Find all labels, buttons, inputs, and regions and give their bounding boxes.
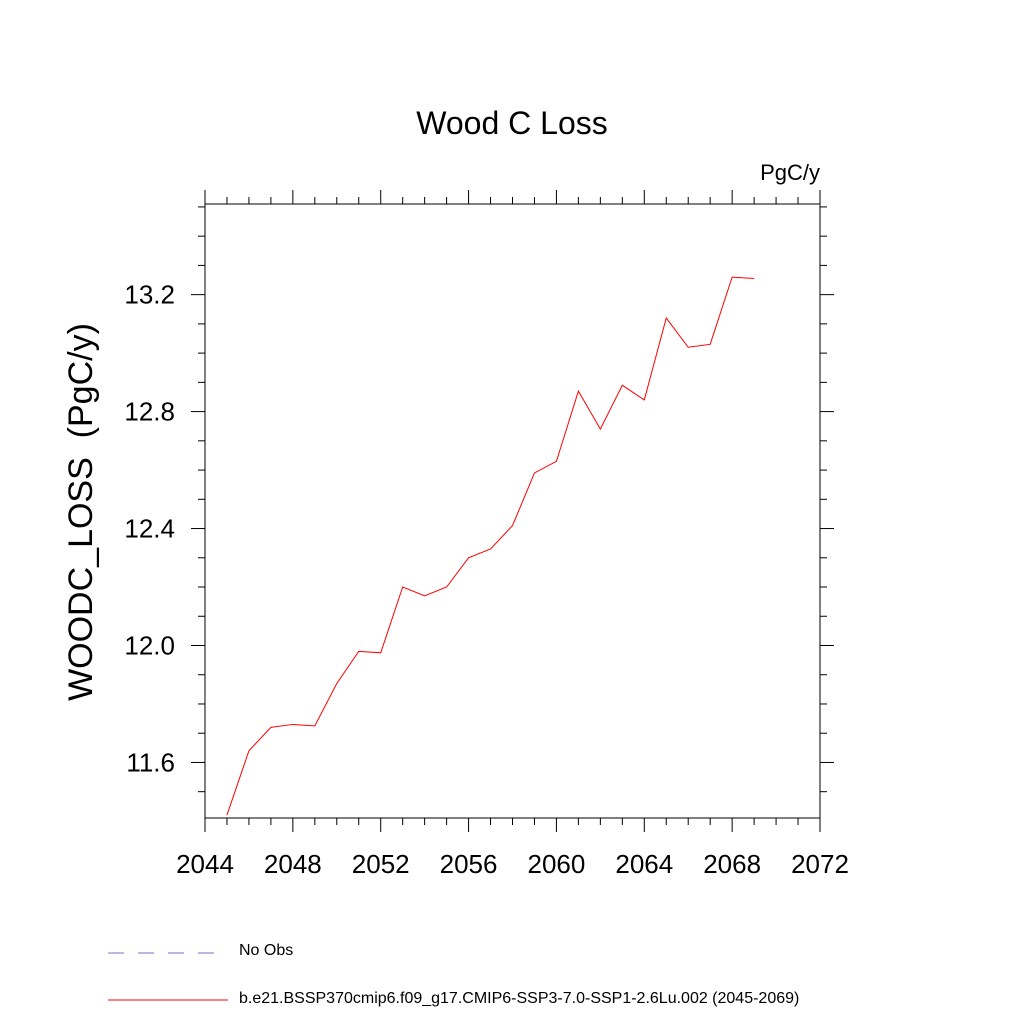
plot-frame: [204, 203, 821, 819]
x-tick-label: 2068: [703, 849, 761, 879]
y-tick-label: 13.2: [124, 280, 175, 310]
x-tick-label: 2064: [615, 849, 673, 879]
series-group: [226, 276, 755, 816]
x-tick-label: 2060: [528, 849, 586, 879]
x-tick-label: 2072: [791, 849, 849, 879]
series-line: [226, 276, 755, 816]
legend-lines: [108, 952, 228, 1001]
y-tick-label: 12.8: [124, 397, 175, 427]
y-tick-label: 12.4: [124, 514, 175, 544]
x-tick-label: 2056: [440, 849, 498, 879]
y-tick-label: 11.6: [126, 747, 175, 777]
y-axis-label: WOODC_LOSS (PgC/y): [62, 323, 100, 701]
chart-title: Wood C Loss: [416, 105, 608, 141]
x-tick-label: 2044: [176, 849, 234, 879]
y-tick-label: 12.0: [124, 630, 175, 660]
units-label: PgC/y: [760, 160, 820, 185]
axes: 2044 2048 2052 2056 2060 2064 2068 2072 11.6 12.0…: [124, 190, 849, 879]
x-tick-label: 2048: [264, 849, 322, 879]
x-tick-label: 2052: [352, 849, 410, 879]
